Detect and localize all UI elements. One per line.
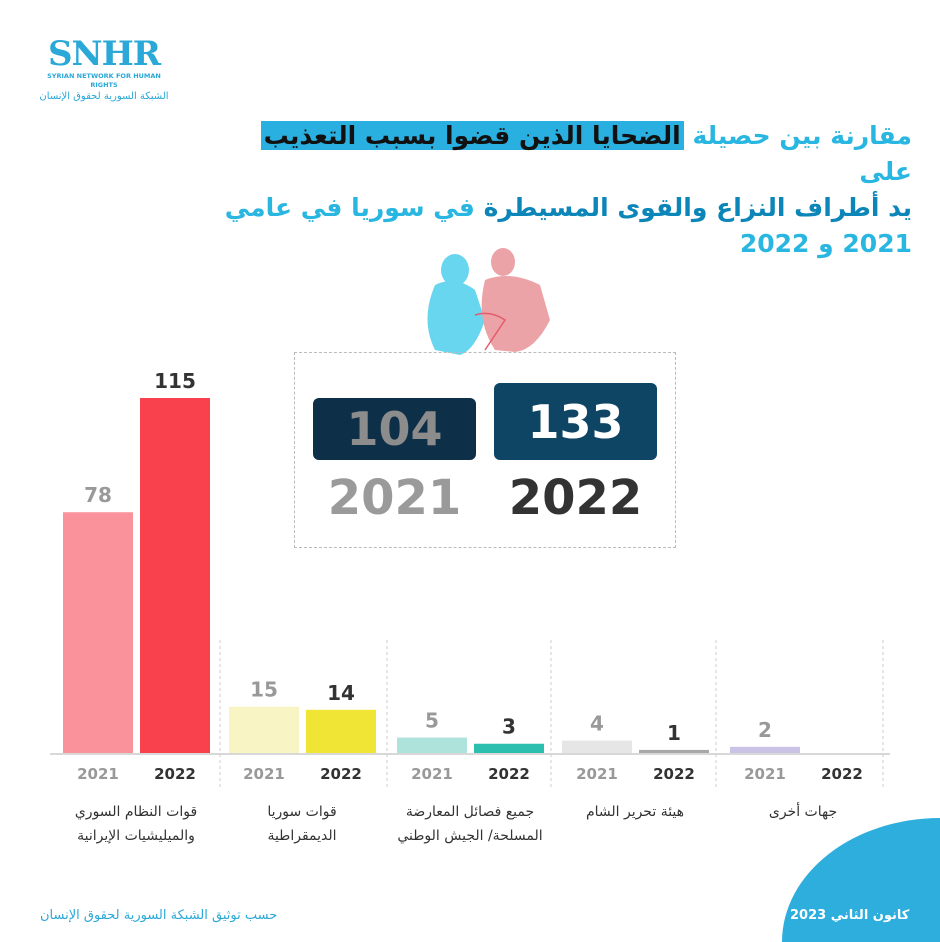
data-label: 2 (758, 718, 772, 742)
logo-name-ar: الشبكة السورية لحقوق الإنسان (39, 91, 169, 102)
title-part: في سوريا في عامي 2021 و 2022 (224, 193, 912, 258)
data-label: 15 (250, 678, 278, 702)
category-label: جهات أخرى (728, 800, 878, 824)
year-label: 2022 (154, 765, 196, 783)
category-label: هيئة تحرير الشام (560, 800, 710, 824)
category-label-line: قوات سوريا (267, 804, 337, 820)
total-2022-value: 133 (494, 383, 657, 460)
category-label-line: المسلحة/ الجيش الوطني (397, 828, 543, 844)
total-2021-value: 104 (313, 398, 476, 460)
total-2021-year: 2021 (327, 470, 462, 526)
year-label: 2021 (77, 765, 119, 783)
title-part: على (859, 157, 912, 186)
category-label: جميع فصائل المعارضة المسلحة/ الجيش الوطني (395, 800, 545, 848)
bar (397, 737, 467, 753)
totals-box (294, 352, 676, 548)
bar-chart: 78 2021 115 2022 15 2021 14 2022 5 2021 3 2022 4 2021… (50, 369, 890, 790)
category-label-line: هيئة تحرير الشام (585, 804, 685, 820)
title-part: يد أطراف النزاع والقوى المسيطرة (483, 193, 912, 222)
data-label: 1 (667, 721, 681, 745)
year-label: 2021 (576, 765, 618, 783)
year-label: 2022 (320, 765, 362, 783)
logo-name-en: SYRIAN NETWORK FOR HUMAN RIGHTS (47, 72, 161, 89)
publish-date: كانون الثاني 2023 (790, 908, 910, 923)
bar (306, 709, 376, 753)
bar (63, 512, 133, 753)
total-2022-year: 2022 (508, 470, 643, 526)
year-label: 2022 (821, 765, 863, 783)
bar (562, 740, 632, 753)
year-label: 2021 (744, 765, 786, 783)
bar (730, 746, 800, 753)
data-label: 5 (425, 709, 439, 733)
year-label: 2021 (411, 765, 453, 783)
page-title: مقارنة بين حصيلة الضحايا الذين قضوا بسبب… (212, 118, 912, 262)
torture-illustration-icon (427, 248, 550, 355)
bar (639, 749, 709, 753)
data-label: 4 (590, 712, 604, 736)
bar (474, 743, 544, 753)
year-label: 2021 (243, 765, 285, 783)
bar (229, 706, 299, 753)
data-label: 115 (154, 369, 196, 393)
data-label: 3 (502, 715, 516, 739)
bar (140, 398, 210, 753)
category-label: قوات سوريا الديمقراطية (227, 800, 377, 848)
category-label-line: قوات النظام السوري (74, 804, 198, 820)
title-part: مقارنة بين حصيلة (683, 121, 912, 150)
year-label: 2022 (488, 765, 530, 783)
year-label: 2022 (653, 765, 695, 783)
category-label-line: جميع فصائل المعارضة (405, 804, 535, 820)
category-label-line: جهات أخرى (768, 804, 838, 820)
category-label-line: والميليشيات الإيرانية (77, 828, 195, 844)
logo-abbr: SNHR (47, 34, 161, 74)
source-note: حسب توثيق الشبكة السورية لحقوق الإنسان (40, 908, 278, 923)
title-highlight: الضحايا الذين قضوا بسبب التعذيب (260, 121, 684, 150)
category-label-line: الديمقراطية (267, 828, 337, 844)
category-label: قوات النظام السوري والميليشيات الإيرانية (61, 800, 211, 848)
data-label: 78 (84, 483, 112, 507)
snhr-logo: SNHR SYRIAN NETWORK FOR HUMAN RIGHTS الش… (34, 36, 174, 104)
data-label: 14 (327, 681, 355, 705)
corner-decoration (782, 818, 940, 942)
